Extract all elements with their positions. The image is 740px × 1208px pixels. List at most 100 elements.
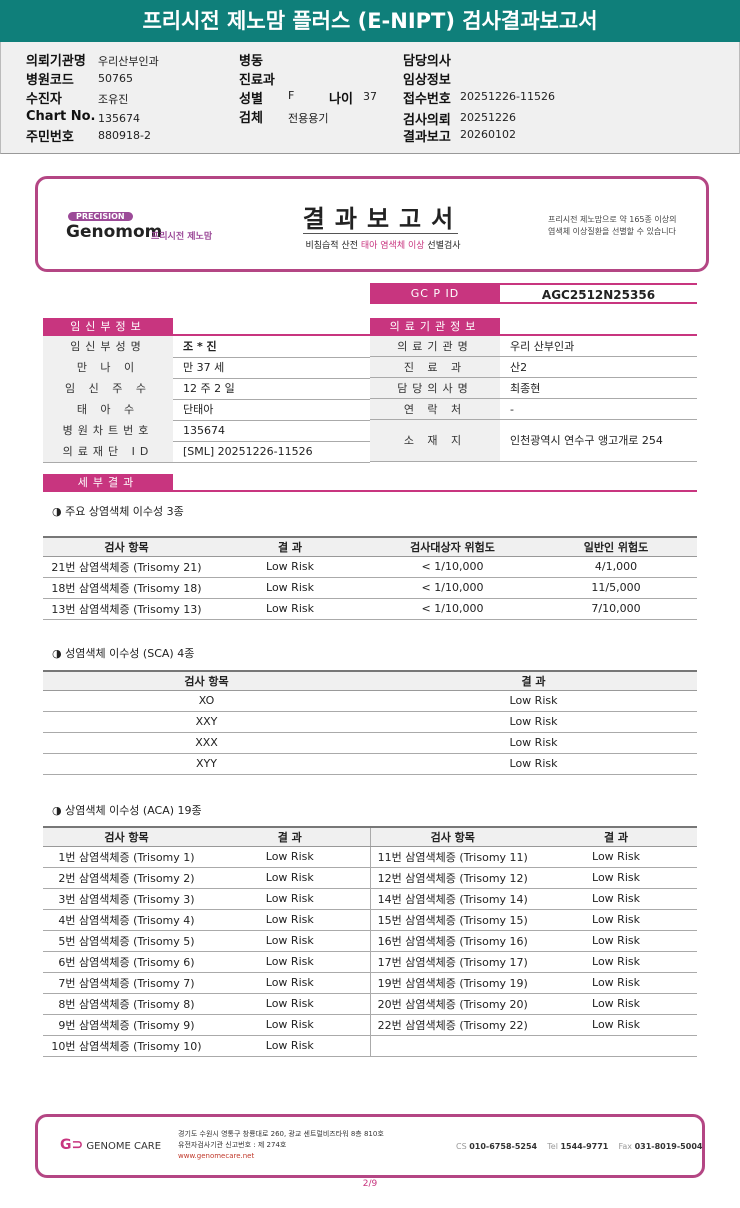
item-cell: 5번 삼염색체증 (Trisomy 5) <box>43 930 210 952</box>
table-row: 4번 삼염색체증 (Trisomy 4) Low Risk 15번 삼염색체증 (T… <box>43 909 697 931</box>
report-subtitle: 비침습적 산전 태아 염색체 이상 선별검사 <box>278 238 488 251</box>
note-line-2: 염색체 이상질환을 선별할 수 있습니다 <box>548 227 676 236</box>
tel-label: Tel <box>547 1142 558 1151</box>
patient-field-value: 12 주 2 일 <box>173 378 370 400</box>
table-row: 7번 삼염색체증 (Trisomy 7) Low Risk 19번 삼염색체증 (T… <box>43 972 697 994</box>
item-cell: 22번 삼염색체증 (Trisomy 22) <box>369 1014 535 1036</box>
title-divider <box>303 233 458 234</box>
item-cell: 2번 삼염색체증 (Trisomy 2) <box>43 867 210 889</box>
result-cell <box>535 1035 697 1057</box>
footer-license: 유전자검사기관 신고번호 : 제 274호 <box>178 1141 287 1149</box>
result-cell: Low Risk <box>210 598 370 620</box>
result-cell: Low Risk <box>370 732 697 754</box>
item-cell: 9번 삼염색체증 (Trisomy 9) <box>43 1014 210 1036</box>
item-cell: 1번 삼염색체증 (Trisomy 1) <box>43 846 210 868</box>
item-cell: < 1/10,000 <box>370 577 535 599</box>
result-cell: Low Risk <box>370 711 697 733</box>
table-row: 13번 삼염색체증 (Trisomy 13) Low Risk < 1/10,000… <box>43 598 697 620</box>
cs-number: 010-6758-5254 <box>469 1142 538 1151</box>
item-cell: 4번 삼염색체증 (Trisomy 4) <box>43 909 210 931</box>
column-header: 검사 항목 <box>43 670 370 691</box>
footer-website[interactable]: www.genomecare.net <box>178 1152 255 1160</box>
item-cell: XO <box>43 690 370 712</box>
patient-field-value: 단태아 <box>173 399 370 421</box>
info-label: 수진자 <box>26 92 62 107</box>
clinic-field-label: 의료기관명 <box>370 336 500 357</box>
clinic-field-value: 우리 산부인과 <box>500 336 697 357</box>
item-cell <box>369 1035 535 1057</box>
info-label: 성별 <box>239 92 263 107</box>
report-title: 결과보고서 <box>302 205 464 233</box>
result-cell: Low Risk <box>210 1035 370 1057</box>
patient-field-label: 병원차트번호 <box>43 420 173 442</box>
detail-section-header: 세부결과 <box>43 474 173 492</box>
column-header: 검사 항목 <box>43 536 210 557</box>
table-row: 5번 삼염색체증 (Trisomy 5) Low Risk 16번 삼염색체증 (T… <box>43 930 697 952</box>
info-label: 검체 <box>239 111 263 126</box>
result-cell: Low Risk <box>210 867 370 889</box>
sca-table: 검사 항목 결 과 XO Low Risk XXY Low Risk XXX Low Risk… <box>43 670 697 775</box>
info-value: 20251226-11526 <box>460 90 555 103</box>
info-label: 진료과 <box>239 73 275 88</box>
patient-field-label: 의료재단 ID <box>43 441 173 463</box>
major-aneuploidy-table: 검사 항목 결 과 검사대상자 위험도 일반인 위험도 21번 삼염색체증 (Triso… <box>43 536 697 620</box>
footer-address: 경기도 수원시 영통구 창룡대로 260, 광교 센트럴비즈타워 8층 810호 <box>178 1130 384 1138</box>
patient-field-value: [SML] 20251226-11526 <box>173 441 370 463</box>
table-header-row: 검사 항목 결 과 검사 항목 결 과 <box>43 826 697 847</box>
table-row: 9번 삼염색체증 (Trisomy 9) Low Risk 22번 삼염색체증 (T… <box>43 1014 697 1036</box>
item-cell: 12번 삼염색체증 (Trisomy 12) <box>369 867 535 889</box>
section-line <box>173 474 697 492</box>
gc-logo-icon: G⊃ <box>60 1137 84 1153</box>
info-value: 우리산부인과 <box>98 55 159 68</box>
item-cell: 8번 삼염색체증 (Trisomy 8) <box>43 993 210 1015</box>
patient-field-label: 임신부성명 <box>43 336 173 358</box>
item-cell: 21번 삼염색체증 (Trisomy 21) <box>43 556 210 578</box>
item-cell: 19번 삼염색체증 (Trisomy 19) <box>369 972 535 994</box>
footer-contacts: CS 010-6758-5254 Tel 1544-9771 Fax 031-8… <box>456 1142 702 1151</box>
table-row: 2번 삼염색체증 (Trisomy 2) Low Risk 12번 삼염색체증 (T… <box>43 867 697 889</box>
column-header: 결 과 <box>210 536 370 557</box>
info-value: 조유진 <box>98 93 129 106</box>
table-row: 8번 삼염색체증 (Trisomy 8) Low Risk 20번 삼염색체증 (T… <box>43 993 697 1015</box>
column-header: 결 과 <box>535 826 697 847</box>
table-header-row: 검사 항목 결 과 검사대상자 위험도 일반인 위험도 <box>43 536 697 557</box>
precision-badge: PRECISION <box>68 212 133 221</box>
patient-field-value: 조 * 진 <box>173 336 370 358</box>
result-cell: Low Risk <box>535 993 697 1015</box>
result-cell: 11/5,000 <box>535 577 697 599</box>
info-label: 접수번호 <box>403 92 451 107</box>
info-value: F <box>288 89 295 102</box>
subtitle-highlight: 태아 염색체 이상 <box>360 241 425 251</box>
table-row: 1번 삼염색체증 (Trisomy 1) Low Risk 11번 삼염색체증 (T… <box>43 846 697 868</box>
info-label: Chart No. <box>26 109 96 124</box>
result-cell: Low Risk <box>535 846 697 868</box>
footer-box: G⊃ GENOME CARE 경기도 수원시 영통구 창룡대로 260, 광교 … <box>35 1114 705 1178</box>
item-cell: 14번 삼염색체증 (Trisomy 14) <box>369 888 535 910</box>
column-header: 검사 항목 <box>43 826 210 847</box>
result-cell: Low Risk <box>370 753 697 775</box>
result-cell: Low Risk <box>535 972 697 994</box>
info-value: 전용용기 <box>288 112 329 125</box>
fax-label: Fax <box>618 1142 633 1151</box>
table-row: 18번 삼염색체증 (Trisomy 18) Low Risk < 1/10,000… <box>43 577 697 599</box>
result-cell: Low Risk <box>210 930 370 952</box>
item-cell: XYY <box>43 753 370 775</box>
info-value: 20251226 <box>460 111 516 124</box>
result-cell: Low Risk <box>370 690 697 712</box>
note-line-1: 프리시전 제노맘으로 약 165종 이상의 <box>548 215 677 224</box>
clinic-field-value: - <box>500 399 697 420</box>
table-row: XXX Low Risk <box>43 732 697 754</box>
age-value: 37 <box>363 90 377 103</box>
info-label: 병동 <box>239 54 263 69</box>
document-title: 프리시전 제노맘 플러스 (E-NIPT) 검사결과보고서 <box>0 0 740 42</box>
gcpid-label: GC P ID <box>370 283 500 304</box>
result-cell: Low Risk <box>535 888 697 910</box>
aca-table: 검사 항목 결 과 검사 항목 결 과 1번 삼염색체증 (Trisomy 1) Low … <box>43 826 697 1057</box>
age-label: 나이 <box>329 92 353 107</box>
subtitle-post: 선별검사 <box>424 241 461 251</box>
info-label: 의뢰기관명 <box>26 54 86 69</box>
aca-heading: ◑ 상염색체 이수성 (ACA) 19종 <box>52 804 202 817</box>
section-line <box>173 318 370 336</box>
result-cell: Low Risk <box>210 888 370 910</box>
info-label: 결과보고 <box>403 130 451 145</box>
